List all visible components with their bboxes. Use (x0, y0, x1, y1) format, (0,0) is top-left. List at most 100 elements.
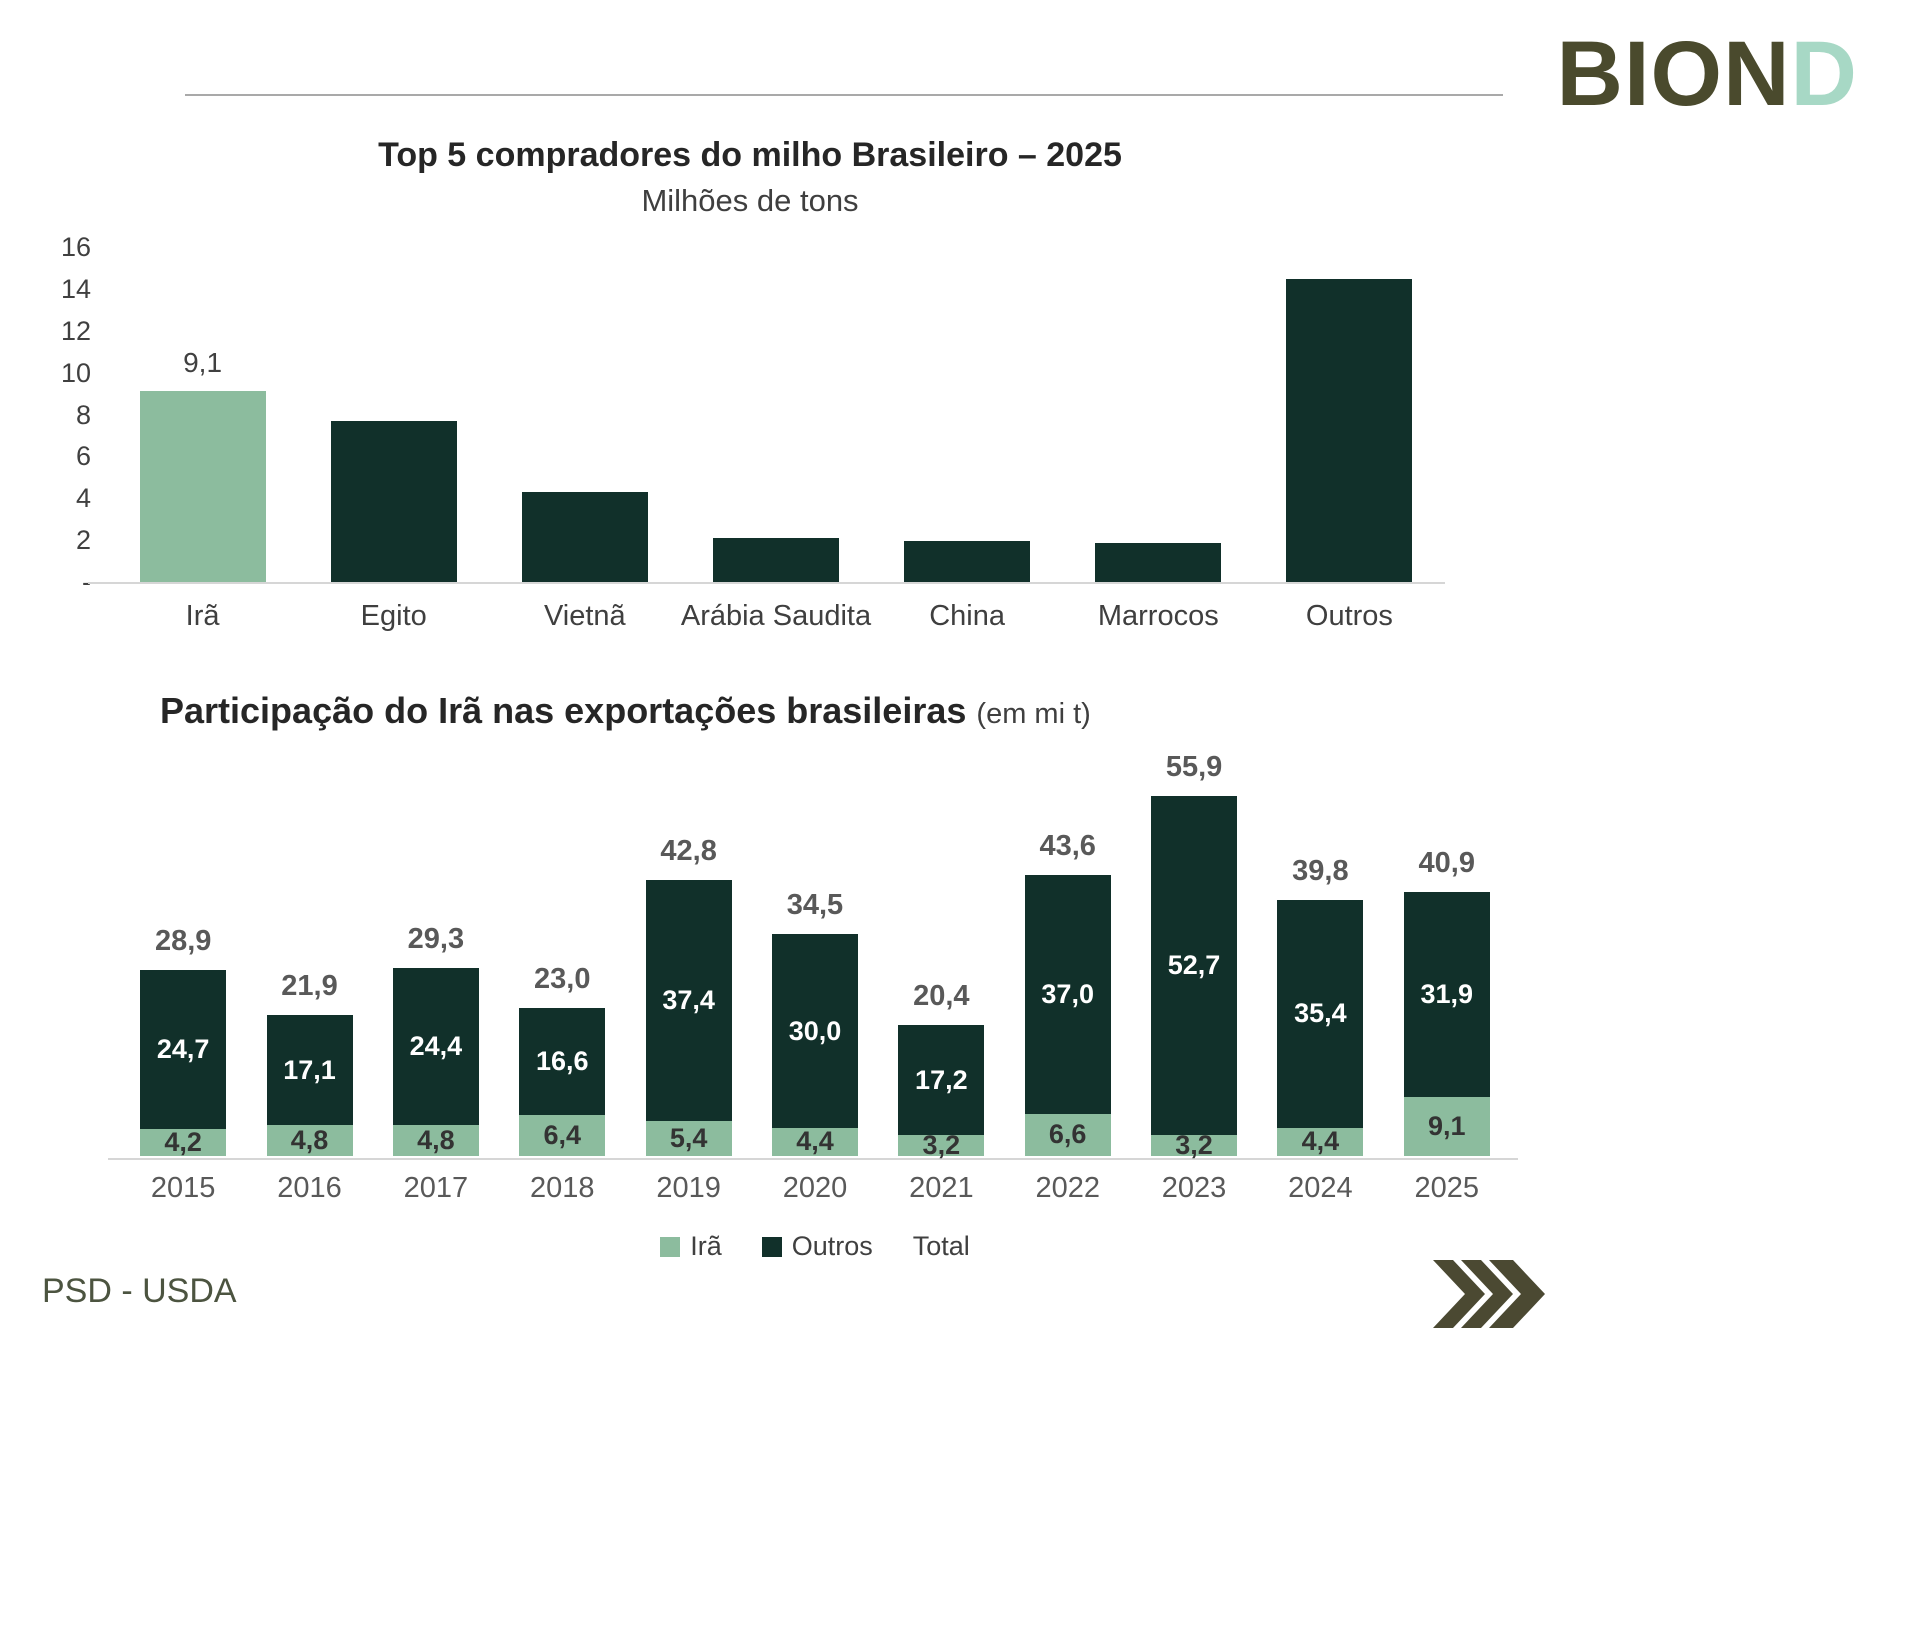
year-label: 2017 (403, 1172, 469, 1204)
bar (1286, 279, 1413, 582)
legend-item-0: Irã (660, 1231, 722, 1262)
year-label: 2015 (150, 1172, 216, 1204)
bar-area (680, 247, 871, 582)
year-label: 2018 (530, 1172, 595, 1204)
stack-area: 31,9 9,1 40,9 (1384, 758, 1510, 1156)
chart-column: China (872, 247, 1063, 633)
top-chart-y-axis: 16 14 12 10 8 6 4 2 - (55, 233, 95, 596)
outros-segment: 16,6 (519, 1007, 606, 1115)
outros-value-label: 35,4 (1294, 998, 1347, 1029)
stack-area: 17,1 4,8 21,9 (246, 758, 372, 1156)
stack-area: 37,4 5,4 42,8 (625, 758, 751, 1156)
y-tick-label: 6 (75, 441, 91, 472)
logo-text-accent: D (1790, 23, 1858, 125)
category-label: Egito (360, 600, 427, 632)
outros-segment: 35,4 (1277, 899, 1364, 1128)
top-chart-subtitle: Milhões de tons (641, 183, 859, 218)
top-buyers-chart: Top 5 compradores do milho Brasileiro – … (55, 136, 1445, 639)
outros-value-label: 30,0 (788, 1015, 842, 1046)
y-tick-label: 4 (75, 483, 91, 514)
bar-area (489, 247, 680, 582)
outros-value-label: 24,4 (409, 1031, 463, 1062)
bottom-chart-plot: 24,7 4,2 28,9 2015 17,1 4,8 21,9 2016 24,4 4,8 29,… (108, 751, 1518, 1205)
bar-area: 9,1 (107, 247, 298, 582)
stacked-column: 37,4 5,4 42,8 2019 (625, 758, 751, 1205)
bar-area (872, 247, 1063, 582)
legend-swatch (660, 1236, 681, 1257)
total-label: 55,9 (1165, 751, 1223, 783)
stack-area: 24,7 4,2 28,9 (120, 758, 246, 1157)
stacked-column: 24,7 4,2 28,9 2015 (120, 758, 246, 1205)
bar-area (1063, 247, 1254, 582)
outros-value-label: 31,9 (1420, 979, 1474, 1010)
iran-segment: 3,2 (898, 1130, 985, 1160)
outros-segment: 37,4 (645, 880, 732, 1122)
iran-segment: 6,4 (519, 1114, 606, 1156)
iran-value-label: 3,2 (922, 1130, 961, 1161)
outros-value-label: 17,1 (283, 1054, 336, 1085)
legend-item-2: Total (913, 1231, 970, 1262)
year-label: 2016 (277, 1172, 342, 1204)
y-tick-label: 14 (60, 273, 91, 304)
biond-logo: BIOND (1557, 28, 1858, 120)
iran-segment: 4,2 (140, 1127, 227, 1157)
legend-item-1: Outros (761, 1231, 873, 1262)
bar-area (1254, 247, 1445, 582)
outros-value-label: 37,4 (662, 985, 715, 1016)
chart-column: Egito (298, 247, 489, 633)
bottom-chart-title: Participação do Irã nas exportações bras… (160, 690, 967, 731)
year-label: 2024 (1288, 1172, 1353, 1204)
outros-segment: 30,0 (771, 934, 858, 1128)
y-tick-label: - (82, 567, 91, 597)
year-label: 2020 (782, 1172, 848, 1204)
outros-segment: 17,1 (266, 1014, 353, 1126)
chart-column: Outros (1254, 247, 1445, 633)
iran-value-label: 4,4 (1301, 1126, 1340, 1157)
iran-segment: 5,4 (645, 1121, 732, 1156)
y-tick-label: 8 (75, 399, 91, 430)
chart-column: Marrocos (1063, 247, 1254, 633)
total-label: 20,4 (913, 979, 970, 1012)
top-chart-title: Top 5 compradores do milho Brasileiro – … (378, 136, 1122, 174)
iran-share-chart: Participação do Irã nas exportações bras… (55, 690, 1525, 1262)
year-label: 2019 (656, 1172, 721, 1204)
bar (1095, 543, 1222, 582)
iran-value-label: 6,6 (1048, 1119, 1087, 1150)
category-label: Arábia Saudita (680, 600, 872, 632)
stacked-column: 31,9 9,1 40,9 2025 (1384, 758, 1510, 1205)
outros-segment: 52,7 (1151, 796, 1238, 1136)
bar-value-label: 9,1 (183, 347, 223, 379)
outros-segment: 17,2 (898, 1024, 985, 1136)
stack-area: 37,0 6,6 43,6 (1005, 758, 1131, 1156)
legend-label: Irã (690, 1231, 722, 1261)
stack-area: 17,2 3,2 20,4 (878, 758, 1004, 1160)
chart-column: Arábia Saudita (680, 247, 871, 633)
stacked-column: 24,4 4,8 29,3 2017 (373, 758, 499, 1205)
year-label: 2023 (1161, 1172, 1227, 1204)
total-label: 23,0 (534, 962, 591, 995)
total-label: 40,9 (1418, 846, 1475, 879)
logo-text-main: BION (1556, 23, 1791, 125)
top-chart-area: 16 14 12 10 8 6 4 2 - 9,1 Irã Egito Vietnã Arábia Sa… (55, 233, 1445, 639)
year-label: 2021 (909, 1172, 974, 1204)
stacked-column: 35,4 4,4 39,8 2024 (1257, 758, 1383, 1205)
category-label: Irã (185, 600, 220, 632)
bar (904, 541, 1031, 582)
legend-swatch (761, 1236, 782, 1257)
bar (521, 491, 648, 582)
top-chart-plot: 9,1 Irã Egito Vietnã Arábia Saudita China Marr… (107, 247, 1445, 633)
iran-segment: 4,4 (1277, 1126, 1364, 1157)
iran-value-label: 4,4 (796, 1126, 834, 1157)
stack-area: 24,4 4,8 29,3 (373, 758, 499, 1156)
year-label: 2025 (1414, 1172, 1480, 1204)
stacked-column: 17,2 3,2 20,4 2021 (878, 758, 1004, 1205)
bottom-chart-title-note: (em mi t) (976, 698, 1091, 730)
y-tick-label: 16 (60, 232, 91, 262)
iran-segment: 4,8 (392, 1125, 479, 1156)
iran-segment: 3,2 (1151, 1130, 1238, 1160)
outros-value-label: 17,2 (915, 1064, 968, 1095)
stacked-column: 52,7 3,2 55,9 2023 (1131, 751, 1257, 1205)
chart-column: 9,1 Irã (107, 247, 298, 633)
outros-segment: 31,9 (1403, 891, 1490, 1098)
